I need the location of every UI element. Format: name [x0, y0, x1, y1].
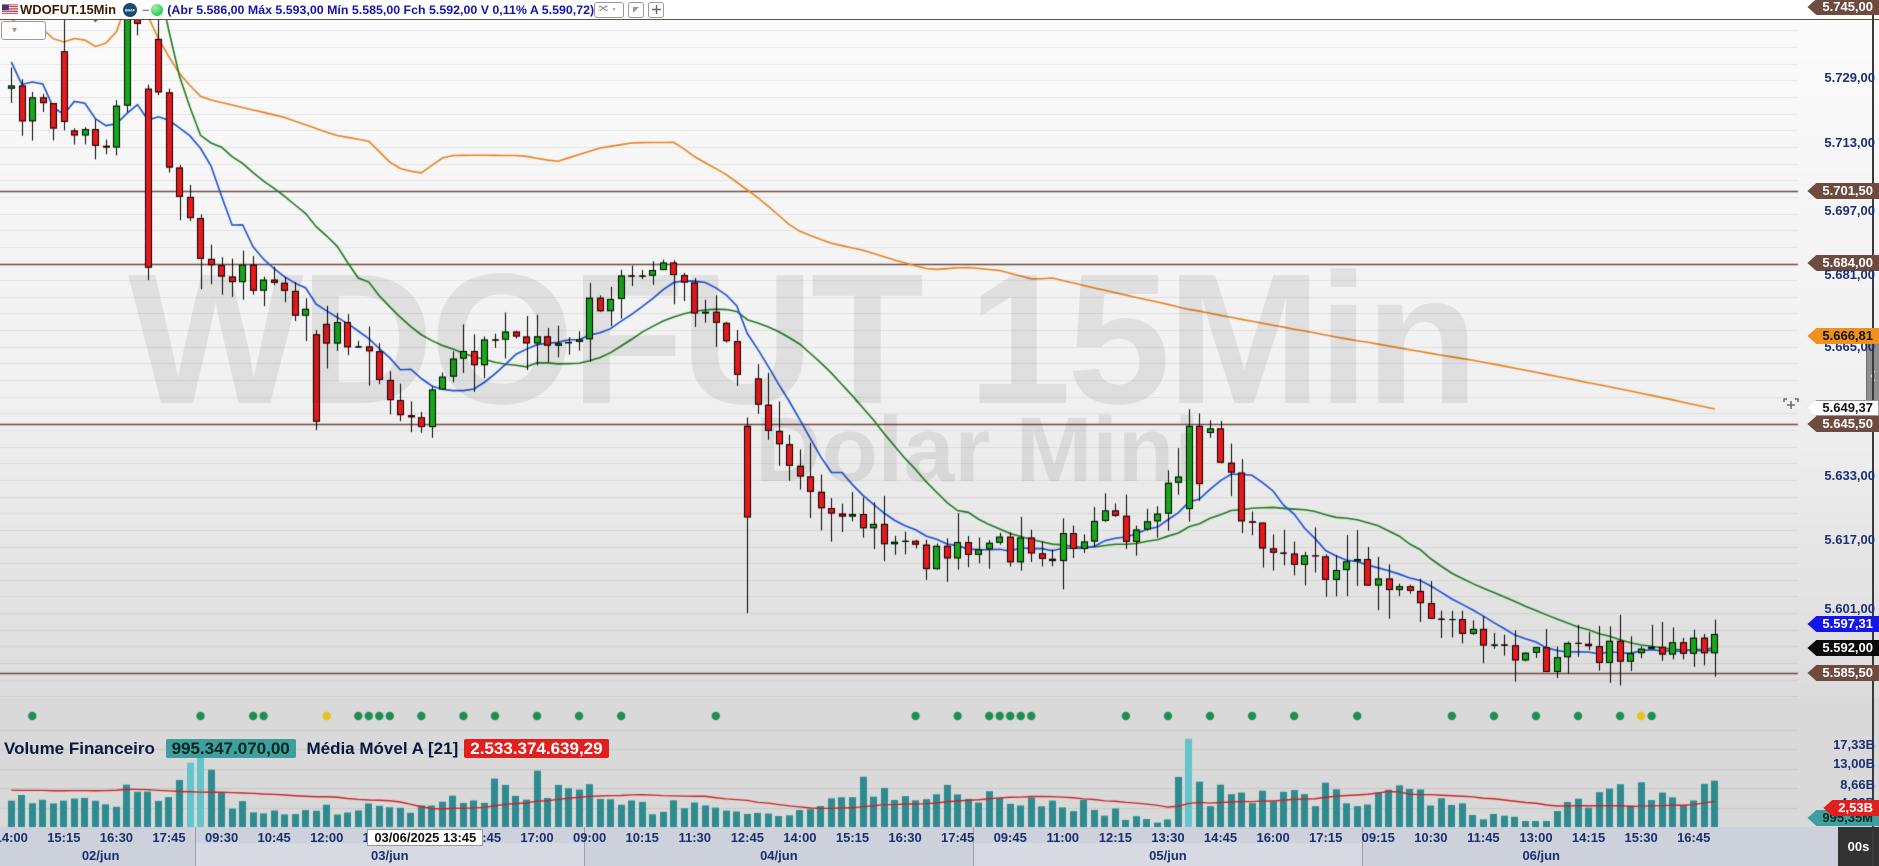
svg-text:BM&F: BM&F — [125, 8, 135, 12]
